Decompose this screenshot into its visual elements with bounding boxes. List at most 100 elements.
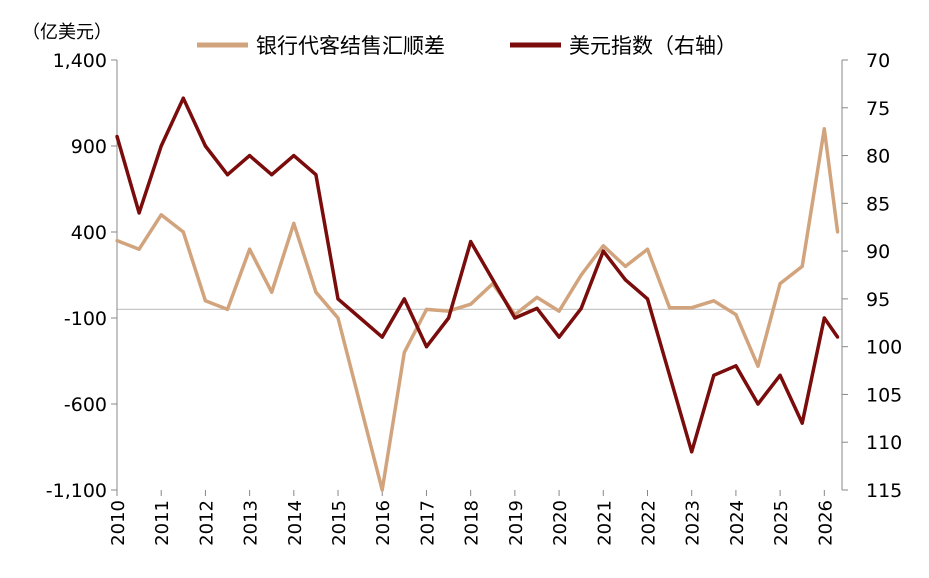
data-point-dollar-index <box>137 211 141 215</box>
legend-label-settlement: 银行代客结售汇顺差 <box>256 34 445 58</box>
x-axis-tick-label: 2013 <box>241 500 262 546</box>
data-point-dollar-index <box>557 335 561 339</box>
data-point-settlement <box>557 309 561 313</box>
data-point-settlement <box>225 307 230 311</box>
x-axis-tick-label: 2026 <box>815 500 836 546</box>
data-point-dollar-index <box>756 402 760 406</box>
data-point-dollar-index <box>292 154 296 158</box>
x-axis-tick-label: 2015 <box>329 500 350 546</box>
x-axis-tick-label: 2020 <box>550 500 571 546</box>
left-axis-ticks: 1,400 900 400 -100 -600 -1,100 <box>46 50 117 502</box>
x-axis-tick-label: 2018 <box>462 500 483 546</box>
legend-label-dollar-index: 美元指数（右轴） <box>569 34 737 58</box>
right-axis-tick-label: 70 <box>866 50 890 72</box>
data-point-dollar-index <box>822 316 826 320</box>
data-point-settlement <box>535 295 539 299</box>
data-point-settlement <box>645 247 650 251</box>
data-point-dollar-index <box>358 316 362 320</box>
data-point-dollar-index <box>181 96 185 100</box>
data-point-dollar-index <box>800 421 804 425</box>
data-point-dollar-index <box>491 278 495 282</box>
data-point-dollar-index <box>270 173 274 177</box>
right-axis-tick-label: 110 <box>866 432 902 454</box>
data-point-dollar-index <box>402 297 406 301</box>
data-point-settlement <box>712 299 716 303</box>
data-point-dollar-index <box>469 240 473 244</box>
x-axis-tick-label: 2011 <box>152 500 173 546</box>
data-point-dollar-index <box>248 154 252 158</box>
data-point-settlement <box>734 313 738 317</box>
right-axis-tick-label: 75 <box>866 98 890 120</box>
data-point-settlement <box>270 290 274 294</box>
x-axis-tick-label: 2025 <box>771 500 792 546</box>
left-axis-tick-label: -1,100 <box>46 480 107 502</box>
x-axis-tick-label: 2022 <box>638 500 659 546</box>
data-point-settlement <box>601 244 605 248</box>
data-point-settlement <box>800 264 804 268</box>
data-point-settlement <box>690 306 694 310</box>
data-point-settlement <box>836 230 840 234</box>
x-axis-tick-label: 2024 <box>727 500 748 546</box>
data-point-settlement <box>469 302 473 306</box>
data-point-dollar-index <box>115 134 119 138</box>
right-axis-tick-label: 100 <box>866 337 902 359</box>
right-axis-tick-label: 95 <box>866 289 890 311</box>
left-axis-tick-label: -600 <box>64 394 107 416</box>
series-line-settlement <box>116 127 840 492</box>
data-point-dollar-index <box>645 297 650 301</box>
right-axis-tick-label: 115 <box>866 480 902 502</box>
x-axis-tick-label: 2010 <box>108 500 129 546</box>
data-point-dollar-index <box>424 345 429 349</box>
data-point-dollar-index <box>225 173 230 177</box>
data-point-settlement <box>756 364 760 368</box>
x-axis-tick-label: 2023 <box>683 500 704 546</box>
data-point-dollar-index <box>836 335 840 339</box>
x-axis-tick-label: 2017 <box>417 500 438 546</box>
data-point-settlement <box>822 127 826 131</box>
data-point-settlement <box>336 316 340 320</box>
data-point-dollar-index <box>668 373 672 377</box>
x-axis-ticks: 2010 2011 2012 2013 2014 2015 2016 2017 2018 2019… <box>108 490 836 546</box>
data-point-settlement <box>668 306 672 310</box>
data-point-settlement <box>314 290 318 294</box>
right-axis-tick-label: 105 <box>866 384 902 406</box>
right-axis-tick-label: 85 <box>866 193 890 215</box>
x-axis-tick-label: 2016 <box>373 500 394 546</box>
data-point-dollar-index <box>690 450 694 454</box>
data-point-settlement <box>358 402 362 406</box>
x-axis-tick-label: 2019 <box>506 500 527 546</box>
data-point-dollar-index <box>734 364 738 368</box>
data-point-dollar-index <box>623 278 628 282</box>
data-point-dollar-index <box>579 306 583 310</box>
x-axis-tick-label: 2021 <box>594 500 615 546</box>
data-point-settlement <box>292 221 296 225</box>
data-point-dollar-index <box>601 249 605 253</box>
left-axis-tick-label: 400 <box>71 222 107 244</box>
right-axis-ticks: 70 75 80 85 90 95 100 105 110 115 <box>842 50 902 502</box>
left-axis-tick-label: -100 <box>64 308 107 330</box>
left-axis-tick-label: 900 <box>71 136 107 158</box>
data-point-settlement <box>248 247 252 251</box>
data-point-dollar-index <box>336 297 340 301</box>
data-point-dollar-index <box>159 144 163 148</box>
data-point-dollar-index <box>778 373 782 377</box>
data-point-settlement <box>115 239 119 243</box>
data-point-dollar-index <box>535 306 539 310</box>
data-point-settlement <box>137 247 141 251</box>
data-point-settlement <box>579 273 583 277</box>
left-axis-unit-label: （亿美元） <box>22 22 112 43</box>
data-point-settlement <box>159 213 163 217</box>
data-point-settlement <box>203 299 207 303</box>
legend: 银行代客结售汇顺差 美元指数（右轴） <box>197 34 737 58</box>
data-point-settlement <box>380 488 384 492</box>
data-point-dollar-index <box>447 316 451 320</box>
x-axis-tick-label: 2014 <box>285 500 306 546</box>
axes: 1,400 900 400 -100 -600 -1,100 70 75 80 85 90 95 10… <box>46 50 903 546</box>
left-axis-tick-label: 1,400 <box>53 50 107 72</box>
x-axis-tick-label: 2012 <box>196 500 217 546</box>
series-group <box>115 96 840 492</box>
data-point-settlement <box>623 264 628 268</box>
data-point-dollar-index <box>513 316 517 320</box>
